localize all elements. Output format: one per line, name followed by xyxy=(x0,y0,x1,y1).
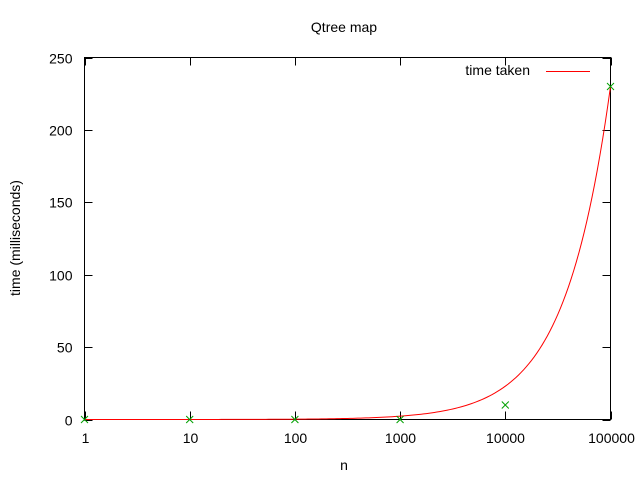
data-point-stroke-b xyxy=(80,415,89,424)
x-tick-label-100: 100 xyxy=(284,430,308,446)
y-tick-label-200: 200 xyxy=(49,123,73,139)
data-point-stroke-b xyxy=(185,415,194,424)
x-tick-label-1: 1 xyxy=(82,430,90,446)
data-point-100 xyxy=(291,415,299,424)
legend-label-time-taken: time taken xyxy=(465,62,530,78)
legend: time taken xyxy=(465,62,590,78)
data-points xyxy=(80,82,615,424)
data-point-10000 xyxy=(501,401,510,409)
x-tick-label-1000: 1000 xyxy=(385,430,416,446)
y-tick-label-0: 0 xyxy=(65,413,73,429)
y-tick-label-100: 100 xyxy=(49,268,73,284)
data-point-1 xyxy=(80,415,89,424)
x-axis-label: n xyxy=(340,457,348,473)
data-point-10 xyxy=(185,415,194,424)
data-point-1000 xyxy=(396,415,404,424)
data-point-stroke-b xyxy=(291,415,299,424)
y-tick-label-150: 150 xyxy=(49,195,73,211)
y-tick-label-50: 50 xyxy=(57,340,73,356)
y-axis-label: time (milliseconds) xyxy=(7,180,23,296)
data-point-100000 xyxy=(606,82,615,91)
x-tick-label-10: 10 xyxy=(183,430,199,446)
chart-title: Qtree map xyxy=(311,19,377,35)
x-tick-label-100000: 100000 xyxy=(588,430,635,446)
y-tick-label-250: 250 xyxy=(49,51,73,67)
plot-frame xyxy=(84,57,611,420)
data-point-stroke-b xyxy=(606,82,615,91)
x-axis-ticks: 1 10 100 1000 10000 100000 xyxy=(82,57,635,446)
x-tick-label-10000: 10000 xyxy=(486,430,525,446)
data-point-stroke-b xyxy=(396,415,404,424)
data-point-stroke-b xyxy=(501,401,510,409)
series-line-time-taken xyxy=(84,86,611,420)
y-axis-ticks: 0 50 100 150 200 250 xyxy=(49,51,611,429)
